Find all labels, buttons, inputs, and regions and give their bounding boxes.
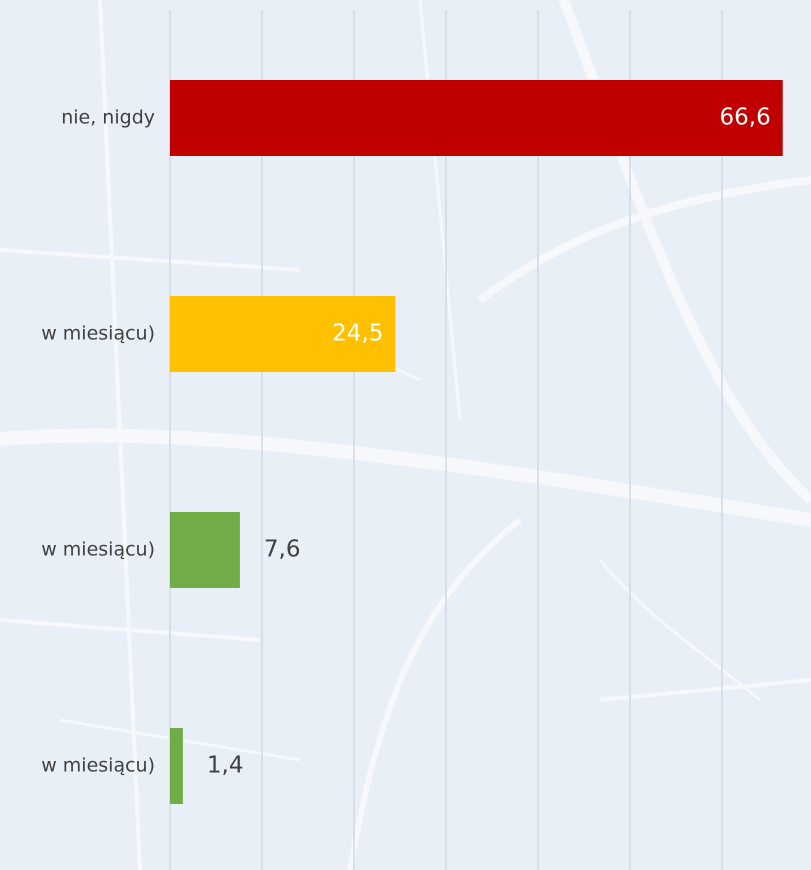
value-label: 1,4 [207,753,244,779]
category-label: w miesiącu) [41,323,155,345]
value-label: 24,5 [332,321,383,347]
category-label: w miesiącu) [41,755,155,777]
bar [170,296,396,372]
bar [170,80,783,156]
bar [170,728,183,804]
category-label: w miesiącu) [41,539,155,561]
bar [170,512,240,588]
category-label: nie, nigdy [61,107,155,129]
value-label: 7,6 [264,537,301,563]
value-label: 66,6 [720,105,771,131]
